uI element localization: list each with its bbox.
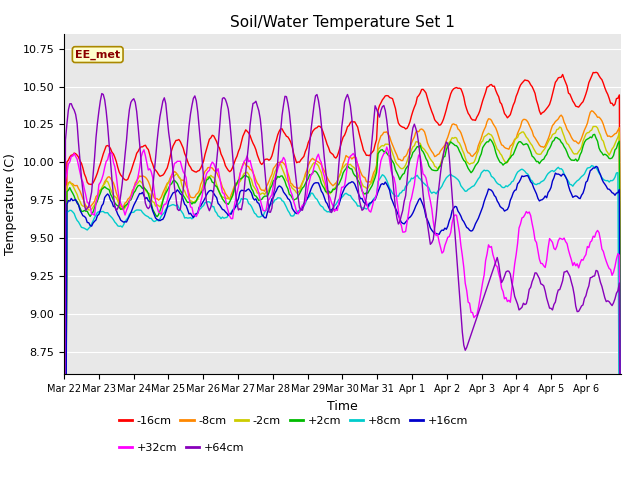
+32cm — [79, 180, 87, 185]
-2cm — [346, 161, 354, 167]
+64cm — [614, 288, 621, 294]
Line: +16cm: +16cm — [64, 167, 621, 480]
+2cm — [591, 132, 598, 137]
-8cm — [457, 130, 465, 135]
-2cm — [79, 203, 87, 209]
+64cm — [79, 188, 87, 194]
Line: -16cm: -16cm — [64, 72, 621, 480]
+32cm — [97, 180, 104, 185]
+16cm — [79, 213, 87, 218]
-2cm — [97, 188, 104, 194]
-16cm — [97, 161, 104, 167]
+64cm — [98, 91, 106, 96]
Legend: +32cm, +64cm: +32cm, +64cm — [114, 439, 248, 457]
+64cm — [458, 329, 466, 335]
+8cm — [457, 183, 465, 189]
+8cm — [540, 178, 548, 183]
-2cm — [591, 123, 598, 129]
+16cm — [592, 164, 600, 169]
Line: -8cm: -8cm — [64, 111, 621, 480]
+16cm — [97, 207, 104, 213]
+16cm — [540, 195, 548, 201]
+16cm — [346, 180, 354, 186]
+2cm — [614, 141, 621, 146]
+32cm — [346, 153, 354, 159]
-16cm — [540, 109, 548, 115]
+2cm — [346, 166, 354, 172]
-8cm — [540, 144, 548, 150]
-8cm — [614, 127, 621, 133]
+64cm — [348, 116, 356, 122]
+2cm — [79, 209, 87, 215]
Line: +32cm: +32cm — [64, 147, 621, 480]
+2cm — [97, 191, 104, 196]
+2cm — [457, 151, 465, 157]
Text: EE_met: EE_met — [75, 49, 120, 60]
-16cm — [614, 96, 621, 101]
+8cm — [97, 209, 104, 215]
-8cm — [97, 187, 104, 192]
Line: +8cm: +8cm — [64, 166, 621, 480]
-2cm — [457, 144, 465, 149]
-2cm — [614, 134, 621, 140]
+64cm — [541, 288, 549, 294]
-8cm — [588, 108, 596, 114]
-16cm — [457, 86, 465, 92]
+32cm — [383, 144, 390, 150]
-8cm — [79, 196, 87, 202]
-16cm — [346, 120, 354, 125]
X-axis label: Time: Time — [327, 400, 358, 413]
-8cm — [346, 154, 354, 160]
+16cm — [614, 190, 621, 196]
+32cm — [458, 253, 466, 259]
+8cm — [79, 225, 87, 230]
+32cm — [614, 251, 621, 257]
-16cm — [592, 70, 600, 75]
Line: +64cm: +64cm — [64, 94, 621, 480]
Line: +2cm: +2cm — [64, 134, 621, 480]
+64cm — [97, 98, 104, 104]
+8cm — [588, 163, 596, 168]
Title: Soil/Water Temperature Set 1: Soil/Water Temperature Set 1 — [230, 15, 455, 30]
+16cm — [457, 213, 465, 219]
+8cm — [346, 192, 354, 198]
-16cm — [79, 165, 87, 171]
Y-axis label: Temperature (C): Temperature (C) — [4, 153, 17, 255]
-2cm — [540, 147, 548, 153]
+32cm — [541, 264, 549, 270]
Line: -2cm: -2cm — [64, 126, 621, 480]
+8cm — [614, 170, 621, 176]
+2cm — [540, 156, 548, 162]
